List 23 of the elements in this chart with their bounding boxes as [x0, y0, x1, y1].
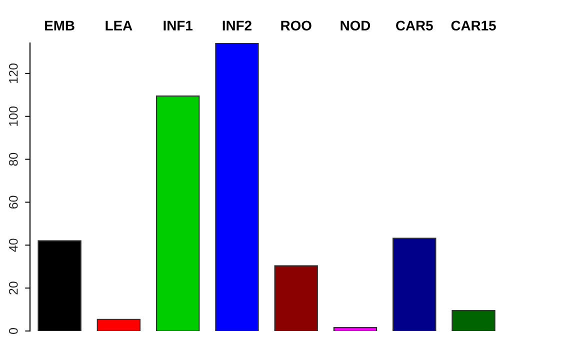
- x-tick-label: CAR5: [396, 20, 433, 31]
- y-tick-label: 0: [8, 328, 18, 334]
- x-tick-label: ROO: [281, 20, 312, 31]
- bar: [156, 95, 200, 331]
- bar: [274, 265, 318, 331]
- y-tick-label: 20: [8, 282, 18, 294]
- y-tick-label: 80: [8, 152, 18, 166]
- x-tick-label: LEA: [106, 20, 132, 30]
- x-tick-label: NOD: [340, 20, 370, 31]
- bar: [38, 240, 82, 331]
- bar: [333, 327, 378, 331]
- bar: [215, 43, 259, 331]
- bar: [392, 238, 436, 331]
- y-tick-label: 40: [8, 238, 18, 252]
- x-tick-label: EMB: [45, 20, 74, 30]
- x-tick-label: CAR15: [451, 20, 496, 31]
- x-tick-label: INF1: [164, 20, 192, 30]
- bar: [452, 310, 496, 331]
- y-tick-label: 120: [8, 64, 18, 83]
- y-tick-label: 60: [8, 196, 18, 209]
- y-tick-label: 100: [8, 106, 18, 126]
- bar: [96, 318, 141, 331]
- x-tick-label: INF2: [222, 20, 252, 30]
